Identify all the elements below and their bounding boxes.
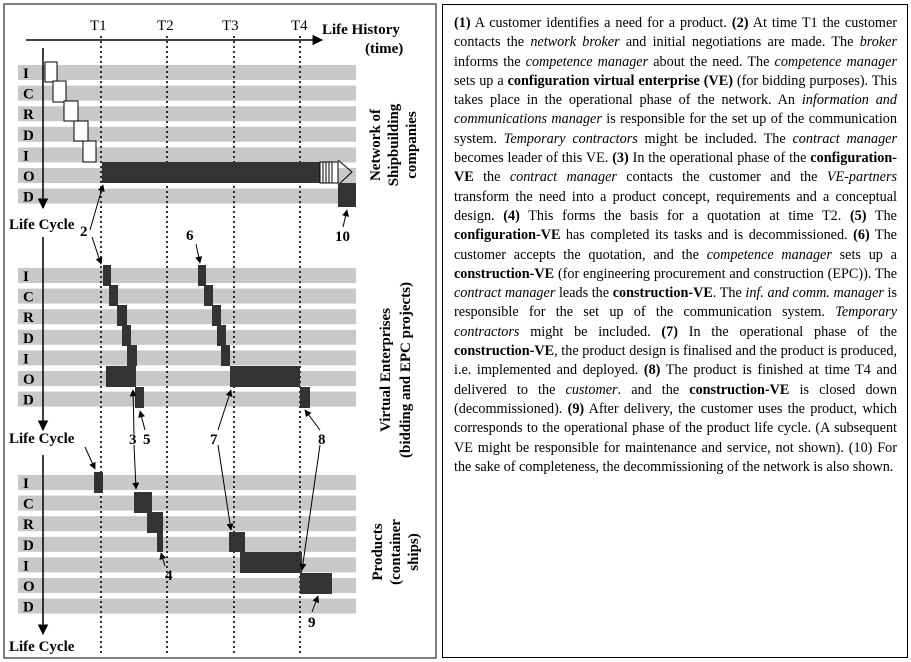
- diagram-frame: [3, 3, 437, 659]
- phase-band: [18, 188, 356, 204]
- svg-text:Products: Products: [370, 523, 386, 580]
- phase-band: [18, 391, 356, 407]
- row-letter-2-7: D: [23, 393, 34, 409]
- svg-text:ships): ships): [406, 533, 422, 571]
- life-cycle-label-2: Life Cycle: [9, 431, 75, 447]
- row-letter-3-7: D: [23, 600, 34, 616]
- life-cycle-label-3: Life Cycle: [9, 639, 75, 655]
- phase-band: [18, 288, 356, 304]
- phase-band: [18, 350, 356, 366]
- life-history-diagram: Life History (time) T1 T2 T3 T4 ICRDIODI…: [3, 3, 437, 659]
- network-staircase: [44, 61, 97, 163]
- row-letter-1-7: D: [23, 190, 34, 206]
- phase-band: [18, 536, 356, 552]
- phase-band: [18, 371, 356, 386]
- svg-text:Virtual Enterprises: Virtual Enterprises: [378, 308, 394, 432]
- time-label-t3: T3: [222, 18, 239, 34]
- row-letter-2-3: R: [23, 310, 34, 326]
- phase-band: [18, 578, 356, 593]
- row-letter-2-2: C: [23, 290, 34, 306]
- time-label-t4: T4: [291, 18, 308, 34]
- svg-text:Shipbuilding: Shipbuilding: [386, 103, 402, 186]
- life-history-title: Life History: [322, 22, 400, 38]
- svg-text:(container: (container: [388, 519, 404, 585]
- callout-10: 10: [335, 229, 350, 245]
- row-letter-2-4: D: [23, 331, 34, 347]
- row-letter-1-2: C: [23, 87, 34, 103]
- phase-band: [18, 475, 356, 490]
- network-decommission-bar: [338, 183, 356, 207]
- section-title-virtual-enterprises: Virtual Enterprises (bidding and EPC pro…: [378, 282, 414, 458]
- phase-band: [18, 495, 356, 511]
- callout-7: 7: [210, 432, 218, 448]
- row-letter-3-2: C: [23, 497, 34, 513]
- phase-bands: [18, 65, 356, 614]
- section-title-products: Products (container ships): [370, 519, 422, 585]
- row-letter-3-4: D: [23, 538, 34, 554]
- row-letter-3-6: O: [23, 579, 35, 595]
- phase-band: [18, 329, 356, 345]
- row-letter-3-1: I: [23, 476, 29, 492]
- phase-band: [18, 147, 356, 163]
- row-letter-1-4: D: [23, 128, 34, 144]
- phase-band: [18, 268, 356, 283]
- row-letter-1-1: I: [23, 66, 29, 82]
- row-letter-2-1: I: [23, 269, 29, 285]
- configuration-ve-bars: [103, 265, 144, 408]
- row-letter-3-3: R: [23, 517, 34, 533]
- time-label-t1: T1: [90, 18, 107, 34]
- construction-ve-bars: [198, 265, 310, 408]
- product-bars: [94, 472, 332, 594]
- phase-band: [18, 126, 356, 142]
- row-letter-1-6: O: [23, 169, 35, 185]
- time-label-t2: T2: [157, 18, 174, 34]
- phase-band: [18, 516, 356, 532]
- phase-band: [18, 106, 356, 122]
- row-letter-1-5: I: [23, 148, 29, 164]
- row-letter-1-3: R: [23, 107, 34, 123]
- svg-text:(bidding and EPC projects): (bidding and EPC projects): [398, 282, 414, 458]
- callout-8: 8: [318, 432, 326, 448]
- description-panel: (1) A customer identifies a need for a p…: [442, 4, 908, 658]
- life-history-subtitle: (time): [365, 41, 403, 57]
- callout-4: 4: [165, 568, 173, 584]
- phase-band: [18, 309, 356, 325]
- row-letter-2-5: I: [23, 351, 29, 367]
- life-cycle-label-1: Life Cycle: [9, 217, 75, 233]
- network-continuation-arrow: [319, 159, 353, 186]
- callout-5: 5: [143, 432, 151, 448]
- callout-numbers: 2 6 3 5 7 8 4 9 10: [80, 224, 350, 631]
- callout-6: 6: [186, 228, 194, 244]
- row-letter-3-5: I: [23, 558, 29, 574]
- network-operation-bar: [102, 162, 320, 183]
- phase-band: [18, 85, 356, 101]
- svg-text:companies: companies: [404, 111, 420, 179]
- phase-band: [18, 557, 356, 573]
- phase-band: [18, 598, 356, 614]
- callout-arrows: [84, 184, 349, 613]
- section-title-network: Network of Shipbuilding companies: [368, 103, 420, 186]
- svg-text:Network of: Network of: [368, 108, 384, 181]
- callout-3: 3: [129, 432, 137, 448]
- description-text: (1) A customer identifies a need for a p…: [454, 15, 898, 475]
- callout-9: 9: [308, 615, 316, 631]
- row-letter-2-6: O: [23, 372, 35, 388]
- phase-band: [18, 65, 356, 80]
- callout-2: 2: [80, 224, 88, 240]
